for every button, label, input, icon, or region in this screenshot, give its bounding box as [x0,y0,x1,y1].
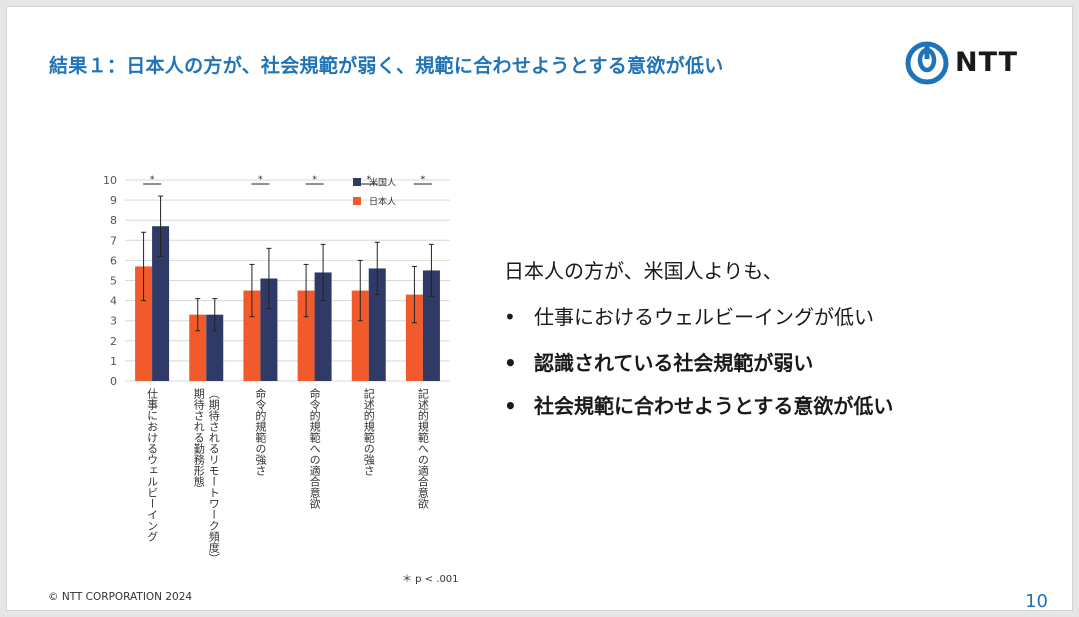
bar [297,290,315,381]
x-category-label: 命令的規範への適合意欲 [308,387,321,510]
bar [351,290,369,381]
y-tick-label: 3 [110,315,117,328]
y-tick-label: 2 [110,335,117,348]
legend-swatch [353,178,361,186]
bar [243,290,261,381]
y-tick-label: 6 [110,254,117,267]
legend-label: 米国人 [369,177,396,189]
summary-bullet-2: • 認識されている社会規範が弱い [504,347,813,376]
summary-bullet-1: • 仕事におけるウェルビーイングが低い [504,301,874,330]
slide-title: 結果１：日本人の方が、社会規範が弱く、規範に合わせようとする意欲が低い [49,55,724,77]
significance-mark: * [258,175,263,185]
page-number: 10 [1025,591,1048,612]
legend-swatch [353,197,361,205]
y-tick-label: 8 [110,214,117,227]
significance-mark: * [421,175,426,185]
bullet-text: 認識されている社会規範が弱い [534,351,814,375]
bar [368,268,386,381]
ntt-logo-icon [905,41,949,85]
bar [422,270,440,381]
bar [314,272,332,381]
y-tick-label: 9 [110,194,117,207]
bar [206,314,224,381]
bullet-text: 仕事におけるウェルビーイングが低い [534,305,874,329]
bar [405,294,423,381]
x-category-label: 仕事におけるウェルビーイング [146,388,159,542]
ntt-logo: NTT [905,41,1030,89]
bar [260,278,278,381]
y-tick-label: 7 [110,234,117,247]
x-category-label: 期待される勤務形態 [192,388,205,487]
copyright: © NTT CORPORATION 2024 [48,591,193,603]
bullet-mark: • [504,351,517,375]
bar-chart: 0 1 2 3 4 5 6 7 8 9 10 * * * * * 仕事におけるウェルビーイング 期待される勤務形態… [103,174,450,564]
bar [189,314,207,381]
legend-label: 日本人 [369,196,396,208]
x-category-label: 記述的規範への適合意欲 [416,387,429,510]
x-category-label: （期待されるリモートワーク頻度） [207,388,220,564]
bar [152,226,170,381]
y-tick-label: 0 [110,375,117,388]
bullet-text: 社会規範に合わせようとする意欲が低い [534,394,894,418]
significance-mark: * [367,175,372,185]
slide: 結果１：日本人の方が、社会規範が弱く、規範に合わせようとする意欲が低い NTT … [6,6,1073,612]
bullet-mark: • [504,394,517,418]
significance-note: ＊ p < .001 [402,574,459,585]
y-tick-label: 1 [110,355,117,368]
x-category-label: 記述的規範の強さ [362,387,375,476]
logo-text: NTT [955,47,1019,78]
y-tick-label: 10 [103,174,117,187]
summary-bullet-3: • 社会規範に合わせようとする意欲が低い [504,390,893,419]
y-tick-label: 4 [110,295,117,308]
bullet-mark: • [504,305,516,329]
bar [135,266,153,381]
summary-lead: 日本人の方が、米国人よりも、 [504,259,783,283]
y-tick-label: 5 [110,275,117,288]
significance-mark: * [150,175,155,185]
significance-mark: * [312,175,317,185]
x-category-label: 命令的規範の強さ [254,387,267,476]
